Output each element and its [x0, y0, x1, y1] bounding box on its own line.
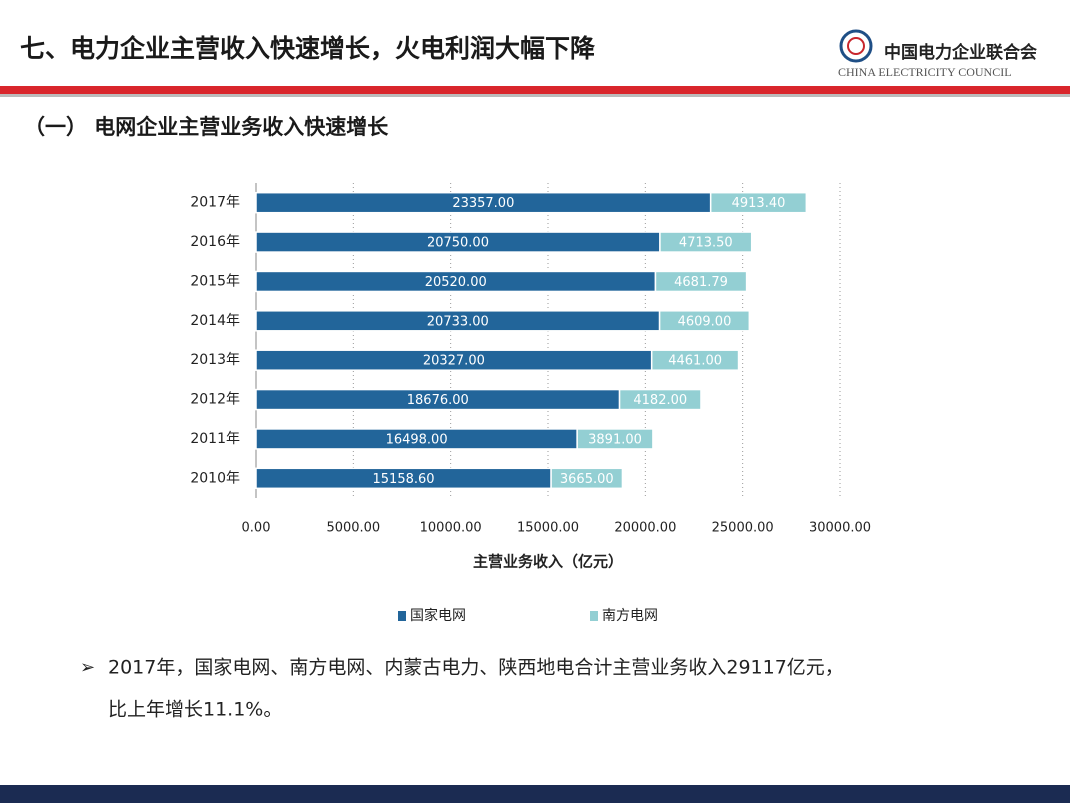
bullet-mark: ➢: [80, 657, 95, 678]
value-label: 20327.00: [423, 354, 485, 369]
header-band-shadow: [0, 94, 1070, 97]
y-tick-label: 2010年: [190, 470, 240, 486]
value-label: 20733.00: [427, 314, 489, 329]
bar: [650, 349, 740, 371]
value-label: 4182.00: [633, 393, 687, 408]
value-label: 4713.50: [679, 236, 733, 251]
y-tick-label: 2014年: [190, 313, 240, 329]
bar: [618, 388, 702, 411]
bar: [550, 467, 624, 490]
legend-swatch: [398, 611, 406, 621]
logo-cn: 中国电力企业联合会: [884, 42, 1037, 63]
value-label: 18676.00: [407, 393, 469, 408]
value-label: 3665.00: [560, 472, 614, 487]
x-axis-title: 主营业务收入（亿元）: [473, 553, 623, 571]
legend-label: 国家电网: [410, 607, 466, 624]
y-tick-label: 2015年: [190, 273, 240, 289]
value-label: 4681.79: [674, 275, 728, 290]
bar: [658, 310, 751, 332]
y-tick-label: 2011年: [190, 431, 240, 447]
x-tick-label: 5000.00: [326, 521, 380, 536]
value-label: 20520.00: [425, 275, 487, 290]
subtitle: （一） 电网企业主营业务收入快速增长: [24, 115, 389, 139]
x-tick-label: 20000.00: [614, 521, 676, 536]
value-label: 20750.00: [427, 236, 489, 251]
x-tick-label: 10000.00: [420, 521, 482, 536]
bar: [576, 428, 654, 450]
bar: [654, 270, 748, 293]
y-tick-label: 2012年: [190, 392, 240, 408]
bar: [659, 231, 753, 253]
y-tick-label: 2017年: [190, 195, 240, 211]
footer-band: [0, 785, 1070, 803]
logo-mark: [839, 29, 873, 63]
x-tick-label: 0.00: [242, 521, 271, 536]
value-label: 3891.00: [588, 432, 642, 447]
y-tick-label: 2016年: [190, 234, 240, 250]
logo-mark-inner: [847, 37, 865, 55]
legend-swatch: [590, 611, 598, 621]
bullet-text: 比上年增长11.1%。: [108, 699, 282, 721]
legend-label: 南方电网: [602, 608, 658, 624]
bullet-text: 2017年，国家电网、南方电网、内蒙古电力、陕西地电合计主营业务收入29117亿…: [108, 657, 844, 679]
header-band: [0, 86, 1070, 94]
slide-title: 七、电力企业主营收入快速增长，火电利润大幅下降: [20, 34, 596, 63]
value-label: 16498.00: [386, 432, 448, 447]
y-tick-label: 2013年: [190, 352, 240, 368]
bar: [709, 191, 808, 214]
value-label: 23357.00: [452, 196, 514, 211]
value-label: 15158.60: [373, 472, 435, 487]
value-label: 4461.00: [668, 354, 722, 369]
chart: 0.00 5000.00 10000.00 15000.00 20000.00 25000…: [190, 183, 871, 624]
value-label: 4609.00: [678, 314, 732, 329]
x-tick-label: 30000.00: [809, 521, 871, 536]
x-tick-label: 25000.00: [712, 521, 774, 536]
value-label: 4913.40: [732, 196, 786, 211]
x-tick-label: 15000.00: [517, 521, 579, 536]
logo-en: CHINA ELECTRICITY COUNCIL: [838, 65, 1012, 79]
